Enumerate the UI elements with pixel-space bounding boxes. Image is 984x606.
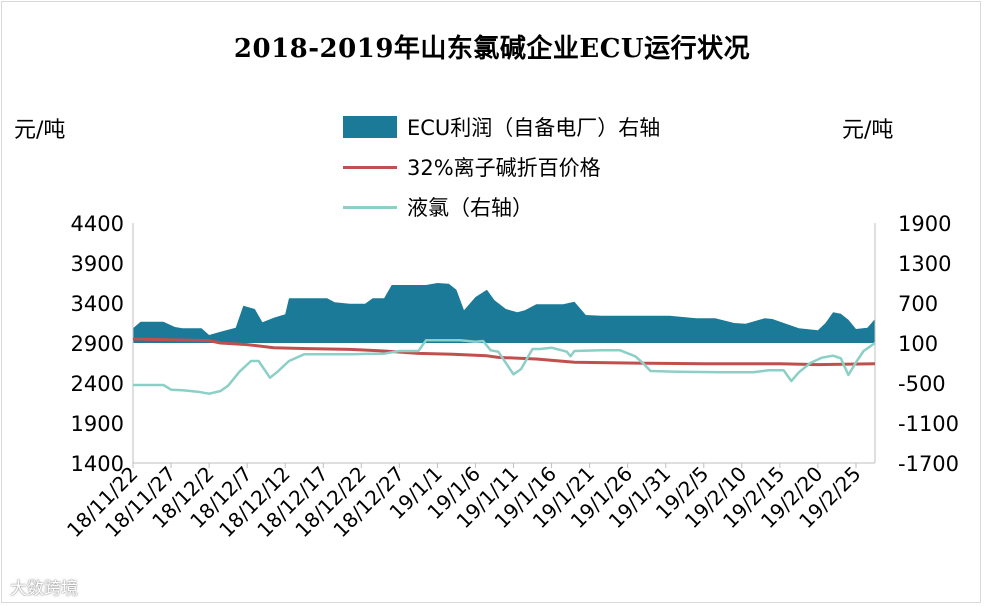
right-y-tick-label: 700 bbox=[898, 292, 938, 316]
left-y-tick-label: 1400 bbox=[71, 452, 124, 476]
ecu-area-series bbox=[133, 283, 875, 343]
left-y-tick-label: 3900 bbox=[71, 252, 124, 276]
left-y-tick-label: 3400 bbox=[71, 292, 124, 316]
lines-layer bbox=[132, 337, 876, 395]
right-y-tick-label: -1100 bbox=[898, 412, 959, 436]
caustic-soda-price-line bbox=[132, 337, 876, 367]
chart-title: 2018-2019年山东氯碱企业ECU运行状况 bbox=[233, 34, 751, 64]
legend-label-liquid-chlorine: 液氯（右轴） bbox=[407, 196, 533, 220]
legend-item-ecu: ECU利润（自备电厂）右轴 bbox=[343, 112, 660, 142]
left-y-tick-label: 4400 bbox=[71, 212, 124, 236]
legend-swatch-ecu bbox=[343, 116, 397, 138]
legend-swatch-caustic-soda bbox=[343, 165, 397, 169]
legend-label-caustic-soda: 32%离子碱折百价格 bbox=[407, 156, 601, 180]
watermark: 大数跨境 bbox=[10, 579, 78, 599]
legend-label-ecu: ECU利润（自备电厂）右轴 bbox=[407, 116, 661, 140]
legend-item-liquid-chlorine: 液氯（右轴） bbox=[343, 192, 533, 222]
right-y-tick-label: 1900 bbox=[898, 212, 951, 236]
right-y-tick-label: 1300 bbox=[898, 252, 951, 276]
right-axis-unit: 元/吨 bbox=[842, 118, 894, 143]
tick-labels-layer: 4400 3900 3400 2900 2400 1900 1400 1900 1300 700 1… bbox=[62, 212, 959, 542]
ecu-area-layer bbox=[133, 283, 875, 343]
left-y-tick-label: 2400 bbox=[71, 372, 124, 396]
legend-swatch-liquid-chlorine bbox=[343, 205, 397, 209]
left-axis-unit: 元/吨 bbox=[14, 118, 66, 143]
legend-item-caustic-soda: 32%离子碱折百价格 bbox=[343, 152, 601, 182]
right-y-tick-label: 100 bbox=[898, 332, 938, 356]
left-y-tick-label: 1900 bbox=[71, 412, 124, 436]
right-y-tick-label: -500 bbox=[898, 372, 946, 396]
left-y-tick-label: 2900 bbox=[71, 332, 124, 356]
right-y-tick-label: -1700 bbox=[898, 452, 959, 476]
liquid-chlorine-line bbox=[133, 339, 876, 395]
